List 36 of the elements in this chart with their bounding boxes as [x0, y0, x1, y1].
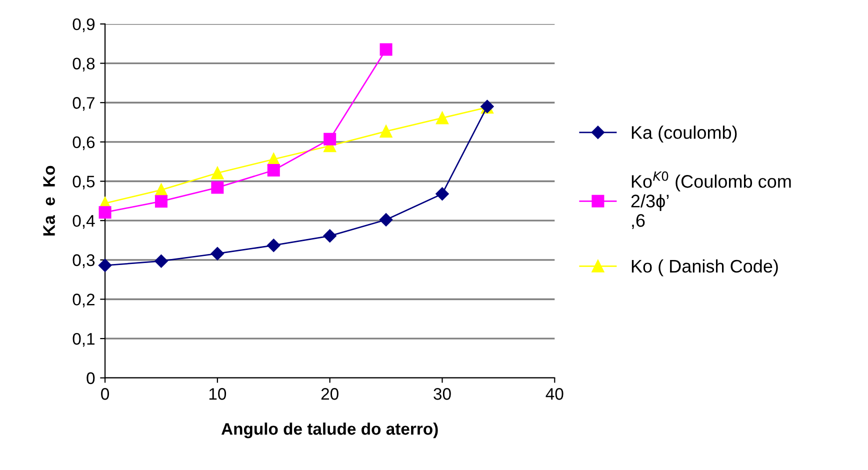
x-tick-label: 40	[546, 388, 564, 400]
point	[211, 166, 224, 180]
point	[154, 254, 168, 268]
x-axis-title: Angulo de talude do aterro)	[221, 422, 438, 438]
legend-label: Ko$^{K0}$ (Coulomb com 2/3ϕ’ ,6	[631, 171, 791, 230]
point	[210, 247, 224, 260]
y-tick-label: 0,9	[72, 18, 95, 32]
y-axis-title: Ka e Ko	[43, 166, 55, 236]
y-tick-label: 0,7	[72, 97, 94, 111]
point	[98, 258, 112, 272]
y-tick-label: 0,5	[72, 176, 95, 190]
y-tick-label: 0,3	[72, 254, 95, 268]
y-tick-label: 0	[86, 372, 95, 384]
point	[267, 164, 280, 177]
legend-label: Ka (coulomb)	[632, 126, 737, 142]
point	[267, 238, 280, 252]
point	[324, 132, 336, 146]
y-tick-label: 0,2	[72, 294, 94, 308]
x-tick-label: 20	[321, 388, 338, 400]
point	[436, 112, 448, 124]
point	[379, 213, 393, 226]
y-tick-label: 0,8	[72, 58, 95, 72]
point	[380, 43, 392, 56]
y-tick-label: 0,4	[72, 214, 95, 229]
point	[98, 206, 112, 219]
point	[380, 125, 392, 138]
legend-label: Ko ( Danish Code)	[632, 259, 778, 276]
x-tick-label: 0	[101, 388, 110, 400]
y-tick-label: 0,1	[72, 332, 94, 347]
y-tick-label: 0,6	[72, 136, 95, 150]
x-tick-label: 30	[434, 388, 451, 400]
point	[154, 195, 168, 208]
point	[436, 187, 449, 200]
x-tick-label: 10	[209, 388, 226, 400]
point	[323, 229, 336, 243]
point	[211, 181, 224, 194]
